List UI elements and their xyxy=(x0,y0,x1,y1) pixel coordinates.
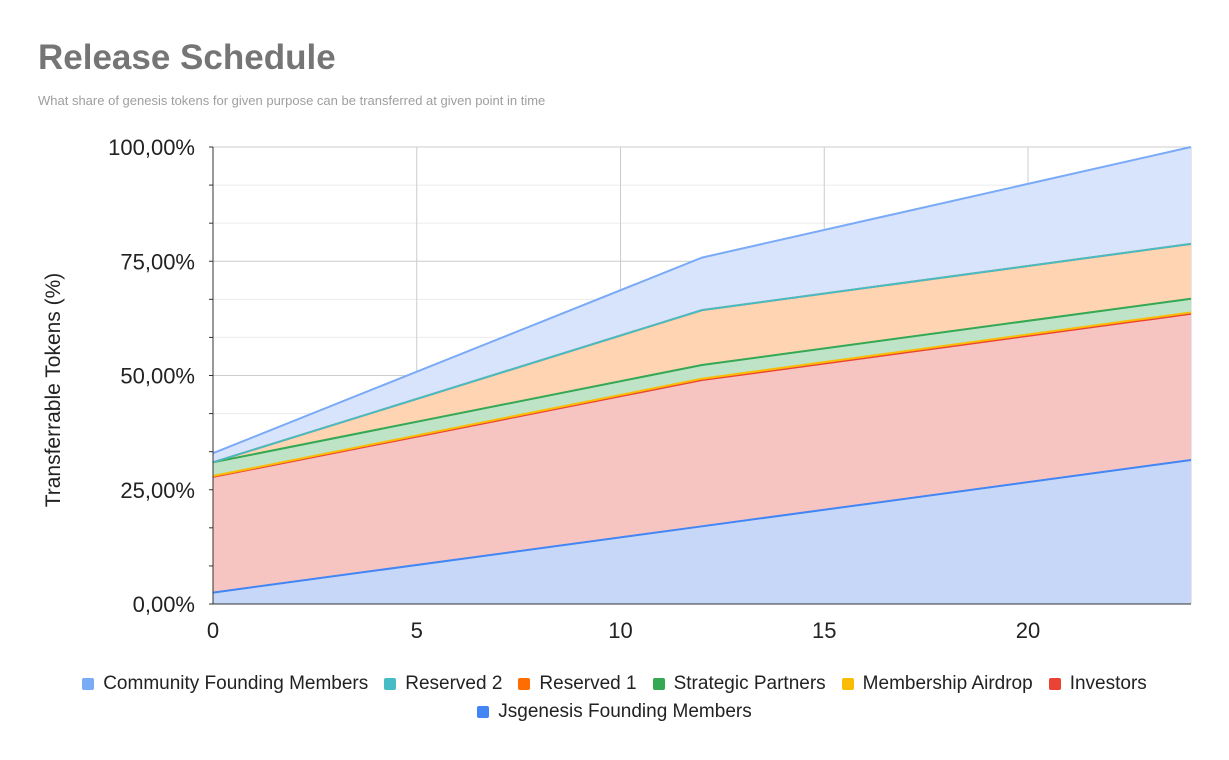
legend-swatch xyxy=(82,678,95,690)
legend-swatch xyxy=(841,678,854,690)
legend-swatch xyxy=(518,678,531,690)
legend-label: Community Founding Members xyxy=(103,673,369,694)
line-jsgenesis-founding-members xyxy=(212,459,1192,594)
y-tick-label: 100,00% xyxy=(108,135,195,160)
line-reserved-2 xyxy=(212,242,1192,464)
legend-swatch xyxy=(477,706,490,718)
x-tick-label: 10 xyxy=(608,618,632,643)
area-investors xyxy=(213,313,1191,593)
legend-label: Strategic Partners xyxy=(673,673,826,694)
legend-row: Jsgenesis Founding Members xyxy=(0,698,1229,726)
y-axis-label: Transferrable Tokens (%) xyxy=(42,273,65,508)
legend-label: Reserved 1 xyxy=(539,673,637,694)
legend-label: Reserved 2 xyxy=(405,673,503,694)
legend-swatch xyxy=(1048,678,1061,690)
legend-item: Strategic Partners xyxy=(652,673,826,695)
legend-swatch xyxy=(652,678,665,690)
line-layer xyxy=(212,146,1192,594)
area-reserved-1 xyxy=(213,243,1191,463)
legend-item: Jsgenesis Founding Members xyxy=(477,701,752,723)
area-community-founding-members xyxy=(213,147,1191,463)
legend-item: Investors xyxy=(1048,673,1147,695)
x-tick-label: 15 xyxy=(812,618,836,643)
x-tick-label: 0 xyxy=(207,618,219,643)
legend-label: Investors xyxy=(1069,673,1147,694)
legend-item: Membership Airdrop xyxy=(841,673,1033,695)
legend-label: Membership Airdrop xyxy=(862,673,1033,694)
axis-layer: 0,00% 25,00% 50,00% 75,00% 100,00% 0 5 10 15 20 xyxy=(108,135,1191,643)
chart-subtitle: What share of genesis tokens for given p… xyxy=(38,93,546,108)
legend-label: Jsgenesis Founding Members xyxy=(498,701,752,722)
legend-swatch xyxy=(384,678,397,690)
line-strategic-partners xyxy=(212,297,1192,464)
x-tick-label: 20 xyxy=(1016,618,1040,643)
legend-item: Reserved 1 xyxy=(518,673,637,695)
line-membership-airdrop xyxy=(212,311,1192,478)
y-tick-label: 25,00% xyxy=(120,478,195,503)
line-community-founding-members xyxy=(212,146,1192,455)
area-layer xyxy=(213,147,1191,604)
legend-item: Community Founding Members xyxy=(82,673,368,695)
area-strategic-partners xyxy=(213,298,1191,477)
y-tick-label: 75,00% xyxy=(120,249,195,274)
legend-row: Community Founding Members Reserved 2 Rese… xyxy=(0,670,1229,698)
line-investors xyxy=(212,312,1192,478)
x-tick-label: 5 xyxy=(411,618,423,643)
y-tick-label: 50,00% xyxy=(120,364,195,389)
y-tick-label: 0,00% xyxy=(133,592,195,617)
chart-title: Release Schedule xyxy=(38,38,336,77)
legend: Community Founding Members Reserved 2 Rese… xyxy=(0,670,1229,726)
legend-item: Reserved 2 xyxy=(384,673,502,695)
area-jsgenesis-founding-members xyxy=(213,460,1191,604)
